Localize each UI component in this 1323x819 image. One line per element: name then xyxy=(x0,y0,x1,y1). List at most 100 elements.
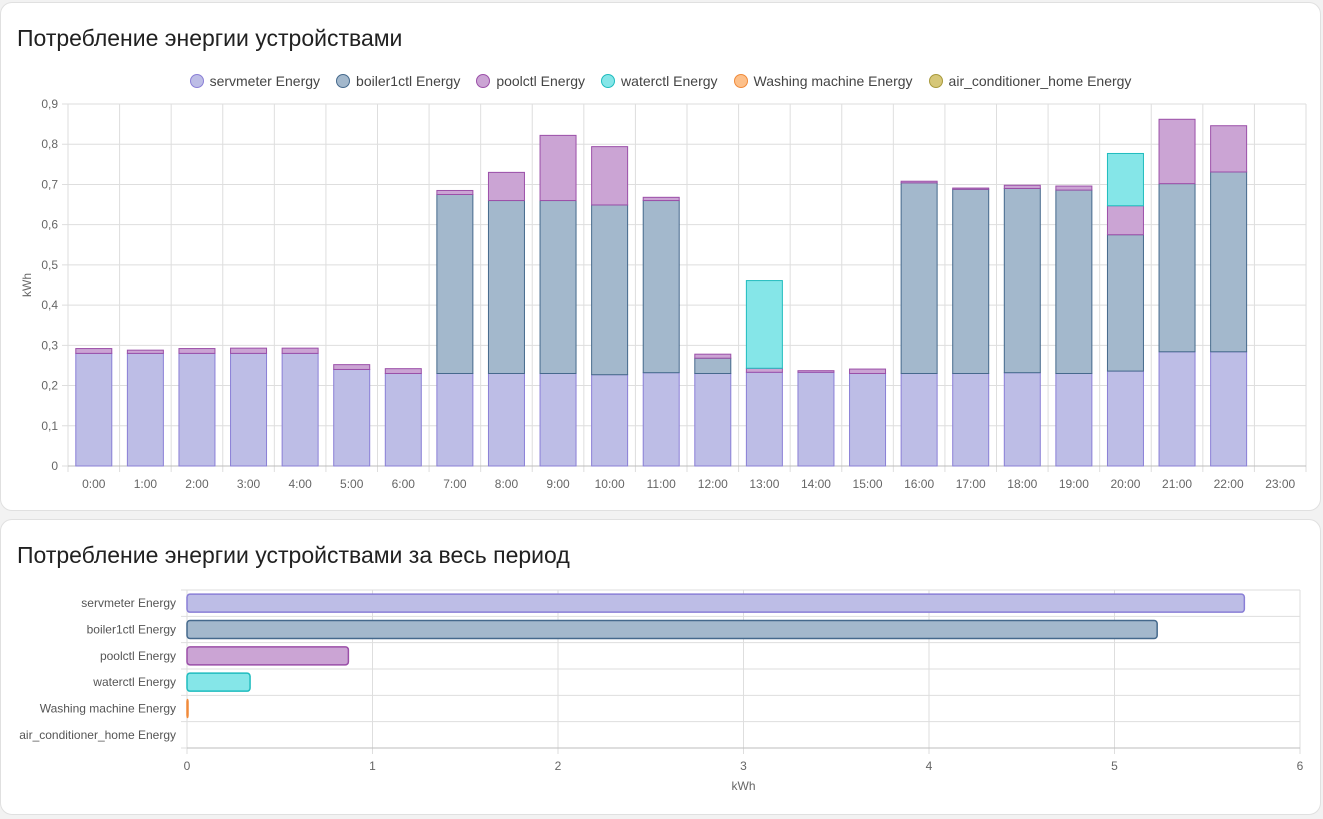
x-tick-label: 4 xyxy=(926,759,933,773)
legend-swatch xyxy=(928,74,943,88)
bar-segment xyxy=(436,372,474,467)
x-tick-label: 10:00 xyxy=(595,477,625,491)
bar-segment xyxy=(75,348,113,354)
legend-item[interactable]: poolctl Energy xyxy=(476,73,585,89)
bar-segment xyxy=(1003,184,1041,189)
legend-label: poolctl Energy xyxy=(496,73,586,89)
bar-segment xyxy=(539,200,577,374)
total-bar xyxy=(186,698,189,719)
y-tick-label: 0 xyxy=(51,459,58,473)
x-tick-label: 13:00 xyxy=(749,477,779,491)
bar-segment xyxy=(281,352,319,467)
bar-segment xyxy=(849,372,887,467)
legend-swatch xyxy=(189,74,204,88)
x-tick-label: 2 xyxy=(555,759,562,773)
bar-segment xyxy=(487,171,525,202)
bar-segment xyxy=(1106,370,1144,467)
x-tick-label: 7:00 xyxy=(443,477,467,491)
category-label: poolctl Energy xyxy=(100,649,176,663)
bar-segment xyxy=(1106,205,1144,236)
legend-item[interactable]: boiler1ctl Energy xyxy=(336,73,460,89)
hourly-energy-chart: 0 0,1 0,2 0,3 0,4 0,5 0,6 0,7 0,8 0,9 0:00 1:00 2:00… xyxy=(20,97,1307,491)
bar-segment xyxy=(1003,187,1041,374)
category-label: boiler1ctl Energy xyxy=(87,623,176,637)
bar-segment xyxy=(797,370,835,373)
total-energy-chart: 0 1 2 3 4 5 6 kWh servmeter Energy boiler1ctl Ene… xyxy=(19,589,1304,793)
bar-segment xyxy=(281,347,319,354)
legend-swatch xyxy=(476,74,491,88)
total-bar xyxy=(186,619,1158,640)
legend-item[interactable]: air_conditioner_home Energy xyxy=(928,73,1131,89)
x-tick-label: 6:00 xyxy=(392,477,416,491)
bar-segment xyxy=(952,372,990,467)
bar-segment xyxy=(178,352,216,467)
x-tick-label: 22:00 xyxy=(1214,477,1244,491)
bar-segment xyxy=(1210,125,1248,173)
bar-segment xyxy=(126,349,164,354)
bar-segment xyxy=(230,347,268,354)
x-axis-label: kWh xyxy=(732,779,756,793)
y-tick-label: 0,4 xyxy=(41,298,58,312)
bar-segment xyxy=(591,146,629,206)
bar-segment xyxy=(1055,185,1093,191)
bar-segment xyxy=(1055,189,1093,374)
legend-item[interactable]: waterctl Energy xyxy=(601,73,718,89)
hourly-energy-title: Потребление энергии устройствами xyxy=(17,25,403,51)
legend-item[interactable]: Washing machine Energy xyxy=(733,73,913,89)
bar-segment xyxy=(539,134,577,202)
bar-segment xyxy=(642,372,680,467)
bar-segment xyxy=(1055,372,1093,467)
bar-segment xyxy=(126,352,164,467)
bar-segment xyxy=(900,180,938,184)
bar-segment xyxy=(487,200,525,374)
y-tick-label: 0,1 xyxy=(41,419,58,433)
x-tick-label: 5:00 xyxy=(340,477,364,491)
bar-segment xyxy=(1158,351,1196,467)
total-bar xyxy=(186,593,1246,613)
bar-segment xyxy=(797,371,835,467)
x-tick-label: 16:00 xyxy=(904,477,934,491)
bar-segment xyxy=(642,200,680,374)
bar-segment xyxy=(1106,152,1144,207)
bar-segment xyxy=(333,364,371,370)
x-tick-label: 23:00 xyxy=(1265,477,1295,491)
y-tick-label: 0,5 xyxy=(41,258,58,272)
bar-segment xyxy=(1106,234,1144,372)
bar-segment xyxy=(952,188,990,374)
bar-segment xyxy=(384,368,422,374)
bar-segment xyxy=(1158,118,1196,185)
total-bar xyxy=(186,672,251,692)
x-tick-label: 19:00 xyxy=(1059,477,1089,491)
legend-label: waterctl Energy xyxy=(621,73,718,89)
legend-swatch xyxy=(733,74,748,88)
y-tick-label: 0,3 xyxy=(41,338,58,352)
bar-segment xyxy=(745,367,783,373)
total-energy-title: Потребление энергии устройствами за весь… xyxy=(17,542,570,568)
bar-segment xyxy=(694,357,732,374)
bar-segment xyxy=(745,371,783,467)
bar-segment xyxy=(230,352,268,467)
x-tick-label: 21:00 xyxy=(1162,477,1192,491)
bar-segment xyxy=(900,182,938,374)
bar-segment xyxy=(178,348,216,354)
x-tick-label: 0:00 xyxy=(82,477,106,491)
x-tick-label: 12:00 xyxy=(698,477,728,491)
x-tick-label: 3 xyxy=(740,759,747,773)
bar-segment xyxy=(487,372,525,467)
x-tick-label: 14:00 xyxy=(801,477,831,491)
bar-segment xyxy=(900,372,938,467)
y-tick-label: 0,2 xyxy=(41,379,58,393)
bar-segment xyxy=(436,194,474,374)
y-tick-label: 0,8 xyxy=(41,137,58,151)
bar-segment xyxy=(1210,171,1248,353)
x-tick-label: 5 xyxy=(1111,759,1118,773)
legend-item[interactable]: servmeter Energy xyxy=(189,73,320,89)
grid xyxy=(62,103,1307,472)
x-tick-label: 17:00 xyxy=(956,477,986,491)
x-tick-label: 20:00 xyxy=(1110,477,1140,491)
legend-label: boiler1ctl Energy xyxy=(356,73,461,89)
x-tick-label: 8:00 xyxy=(495,477,519,491)
bar-segment xyxy=(436,189,474,196)
bar-segment xyxy=(952,187,990,190)
bar-segment xyxy=(539,372,577,467)
